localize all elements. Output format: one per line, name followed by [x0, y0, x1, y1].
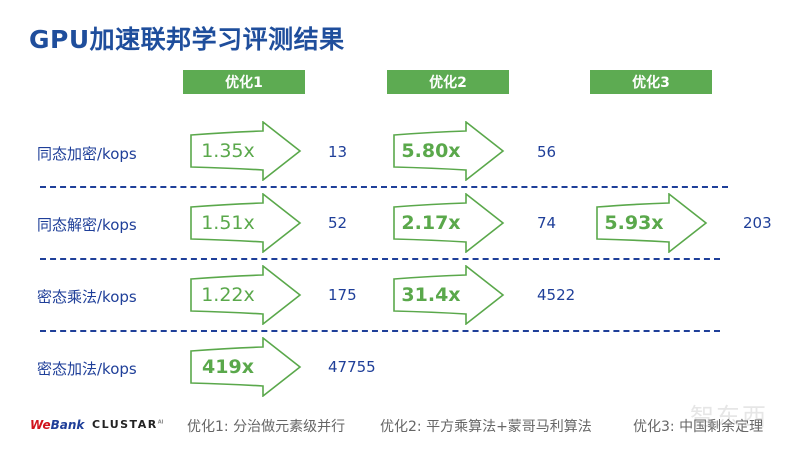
speedup-value: 5.93x	[604, 212, 664, 234]
speedup-arrow: 1.51x	[190, 193, 302, 253]
arrow-right-icon	[596, 193, 708, 253]
footnote-optimization-2: 优化2: 平方乘算法+蒙哥马利算法	[380, 419, 592, 435]
speedup-arrow: 2.17x	[393, 193, 505, 253]
webank-logo: WeBank	[30, 418, 85, 432]
header-optimization-2: 优化2	[387, 70, 509, 94]
speedup-value: 1.22x	[201, 284, 255, 306]
row-label-ciphertext-addition: 密态加法/kops	[37, 360, 137, 378]
throughput-value: 175	[328, 286, 357, 304]
speedup-arrow: 1.22x	[190, 265, 302, 325]
speedup-value: 1.35x	[201, 140, 255, 162]
speedup-value: 1.51x	[201, 212, 255, 234]
row-label-homomorphic-decryption: 同态解密/kops	[37, 216, 137, 234]
speedup-value: 5.80x	[401, 140, 461, 162]
page-title: GPU加速联邦学习评测结果	[29, 25, 345, 54]
arrow-right-icon	[393, 265, 505, 325]
header-optimization-3: 优化3	[590, 70, 712, 94]
speedup-value: 419x	[202, 356, 254, 378]
row-label-homomorphic-encryption: 同态加密/kops	[37, 145, 137, 163]
arrow-right-icon	[393, 121, 505, 181]
speedup-value: 31.4x	[401, 284, 461, 306]
footnote-optimization-1: 优化1: 分治做元素级并行	[187, 419, 346, 435]
throughput-value: 47755	[328, 358, 376, 376]
footnote-optimization-3: 优化3: 中国剩余定理	[633, 419, 764, 435]
speedup-value: 2.17x	[401, 212, 461, 234]
arrow-right-icon	[190, 121, 302, 181]
throughput-value: 52	[328, 214, 348, 232]
throughput-value: 56	[537, 143, 557, 161]
arrow-right-icon	[190, 265, 302, 325]
arrow-right-icon	[190, 193, 302, 253]
row-divider	[40, 186, 728, 188]
arrow-right-icon	[393, 193, 505, 253]
throughput-value: 4522	[537, 286, 576, 304]
row-divider	[40, 258, 720, 260]
header-optimization-1: 优化1	[183, 70, 305, 94]
throughput-value: 203	[743, 214, 772, 232]
speedup-arrow: 419x	[190, 337, 302, 397]
row-divider	[40, 330, 720, 332]
clustar-logo: CLUSTARAI	[92, 418, 164, 431]
speedup-arrow: 1.35x	[190, 121, 302, 181]
speedup-arrow: 5.93x	[596, 193, 708, 253]
throughput-value: 74	[537, 214, 557, 232]
speedup-arrow: 31.4x	[393, 265, 505, 325]
arrow-right-icon	[190, 337, 302, 397]
watermark: 智东西	[690, 403, 768, 431]
row-label-ciphertext-multiplication: 密态乘法/kops	[37, 288, 137, 306]
throughput-value: 13	[328, 143, 348, 161]
speedup-arrow: 5.80x	[393, 121, 505, 181]
